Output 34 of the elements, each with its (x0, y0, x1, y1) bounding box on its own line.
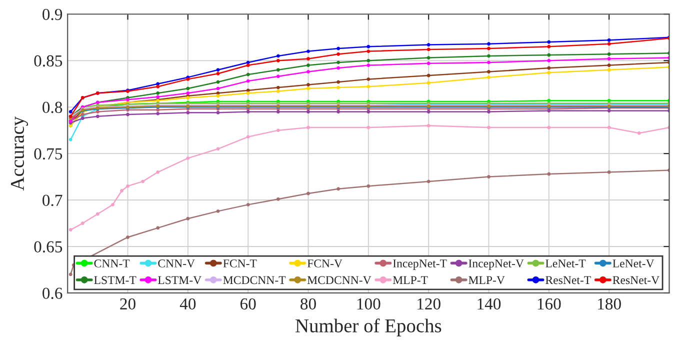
x-tick-label: 20 (120, 298, 136, 310)
legend-label: ResNet-V (612, 276, 660, 284)
legend-label: FCN-T (223, 259, 257, 268)
y-axis-title: Accuracy (10, 116, 28, 191)
legend-label: IncepNet-V (468, 260, 524, 270)
y-tick-label: 0.9 (42, 8, 62, 20)
y-tick-label: 0.6 (42, 288, 62, 300)
legend-label: FCN-V (307, 259, 342, 268)
legend-label: LSTM-V (158, 276, 202, 284)
legend-label: LSTM-T (94, 276, 136, 284)
x-tick-label: 60 (240, 298, 256, 310)
legend-label: ResNet-T (546, 276, 591, 284)
x-tick-label: 40 (180, 298, 196, 310)
y-tick-label: 0.65 (34, 241, 62, 253)
x-tick-label: 80 (300, 298, 316, 310)
legend-label: MCDCNN-T (223, 276, 286, 284)
legend-label: IncepNet-T (393, 260, 447, 270)
legend-label: CNN-V (158, 259, 195, 268)
y-tick-label: 0.85 (34, 55, 62, 67)
x-tick-label: 160 (538, 298, 561, 310)
y-tick-label: 0.7 (42, 194, 62, 206)
x-tick-label: 100 (357, 298, 380, 310)
legend-label: LeNet-V (612, 260, 654, 268)
x-axis-title: Number of Epochs (296, 318, 442, 336)
x-tick-label: 120 (418, 298, 440, 310)
legend-label: MLP-T (392, 276, 428, 284)
y-tick-label: 0.8 (42, 102, 62, 114)
legend-label: MCDCNN-V (307, 276, 372, 284)
legend-label: LeNet-T (546, 260, 586, 268)
x-tick-label: 180 (598, 298, 621, 310)
legend-label: CNN-T (94, 259, 130, 268)
x-tick-label: 140 (478, 298, 501, 310)
legend-label: MLP-V (468, 276, 505, 284)
y-tick-label: 0.75 (34, 148, 62, 160)
